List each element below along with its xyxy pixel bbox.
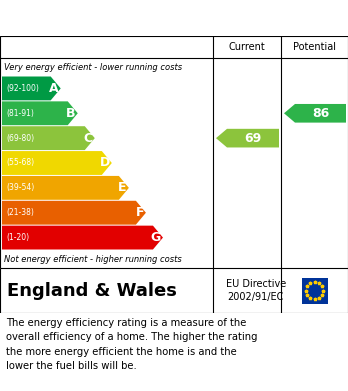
Polygon shape — [2, 101, 78, 125]
Text: F: F — [135, 206, 144, 219]
Text: (39-54): (39-54) — [6, 183, 34, 192]
Polygon shape — [216, 129, 279, 147]
Bar — [301, 278, 327, 303]
Text: Not energy efficient - higher running costs: Not energy efficient - higher running co… — [4, 255, 182, 264]
Text: EU Directive
2002/91/EC: EU Directive 2002/91/EC — [226, 279, 286, 302]
Text: Very energy efficient - lower running costs: Very energy efficient - lower running co… — [4, 63, 182, 72]
Text: G: G — [151, 231, 161, 244]
Text: 86: 86 — [312, 107, 329, 120]
Text: C: C — [84, 132, 93, 145]
Polygon shape — [2, 201, 146, 225]
Text: E: E — [118, 181, 127, 194]
Polygon shape — [2, 226, 163, 249]
Polygon shape — [284, 104, 346, 123]
Text: Potential: Potential — [293, 42, 336, 52]
Text: (1-20): (1-20) — [6, 233, 29, 242]
Polygon shape — [2, 151, 112, 175]
Text: (92-100): (92-100) — [6, 84, 39, 93]
Text: Energy Efficiency Rating: Energy Efficiency Rating — [8, 11, 229, 25]
Text: Current: Current — [229, 42, 266, 52]
Text: (81-91): (81-91) — [6, 109, 34, 118]
Text: 69: 69 — [244, 132, 262, 145]
Text: England & Wales: England & Wales — [7, 282, 177, 300]
Polygon shape — [2, 176, 129, 200]
Text: A: A — [49, 82, 59, 95]
Text: (55-68): (55-68) — [6, 158, 34, 167]
Polygon shape — [2, 77, 61, 100]
Text: D: D — [100, 156, 110, 170]
Text: (21-38): (21-38) — [6, 208, 34, 217]
Text: The energy efficiency rating is a measure of the
overall efficiency of a home. T: The energy efficiency rating is a measur… — [6, 318, 258, 371]
Text: (69-80): (69-80) — [6, 134, 34, 143]
Text: B: B — [66, 107, 76, 120]
Polygon shape — [2, 126, 95, 150]
